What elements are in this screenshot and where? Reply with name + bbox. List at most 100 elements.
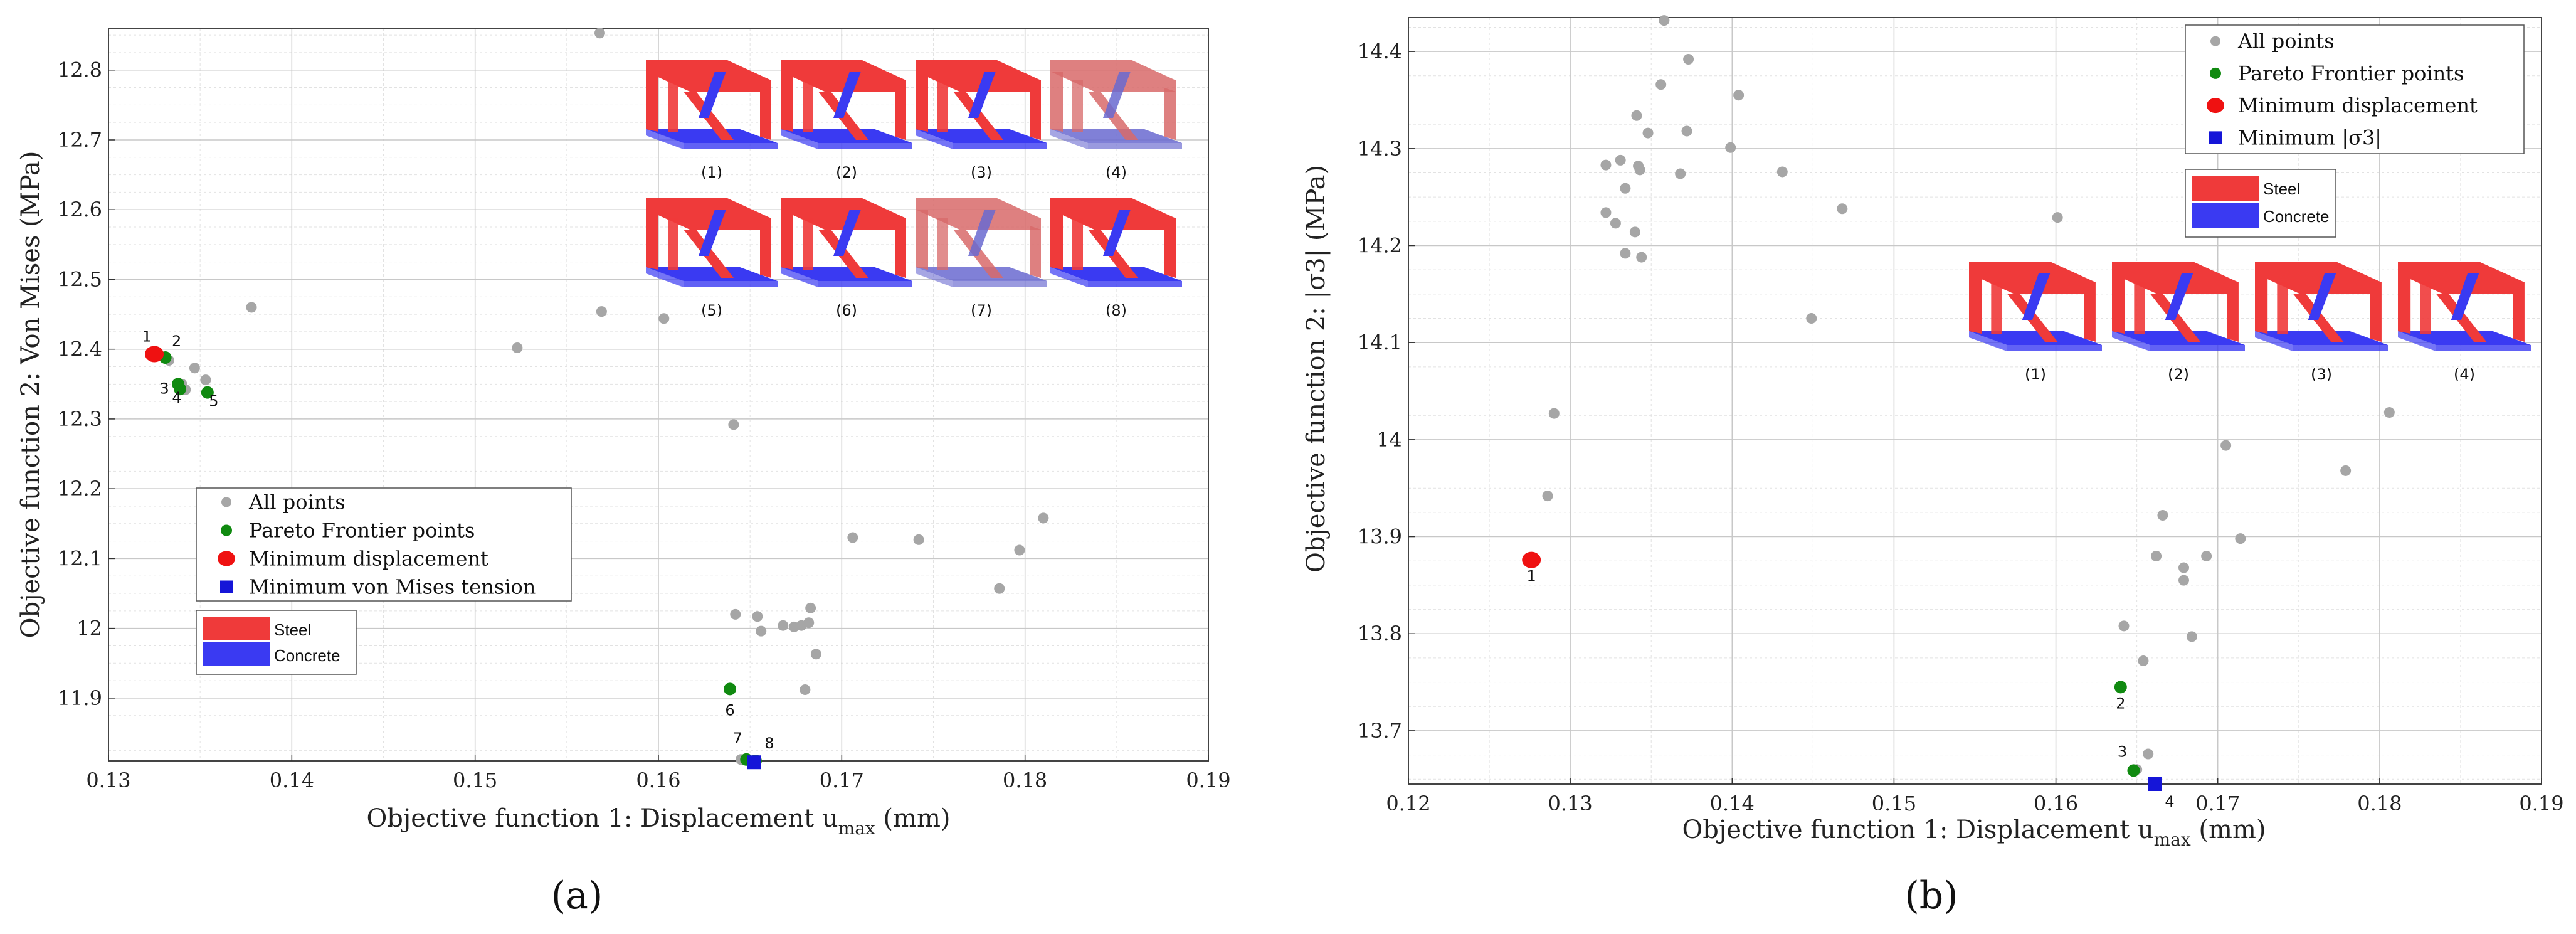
chart-a-all-point: [728, 419, 739, 430]
steel-brace-2: [668, 80, 678, 132]
concrete-base: [781, 129, 912, 143]
chart-b-legend-box: [2185, 24, 2525, 154]
chart-a-y-tick-label: 12: [77, 617, 102, 640]
steel-left-leg: [2255, 273, 2268, 334]
chart-a-all-point: [1038, 512, 1049, 524]
steel-brace-2: [803, 218, 813, 270]
chart-b-material-swatch: [2192, 176, 2259, 201]
chart-a-all-point: [805, 602, 816, 613]
chart-b-plot-frame: [1408, 17, 2542, 785]
steel-left-leg: [1969, 273, 1982, 334]
chart-a-legend-label: Pareto Frontier points: [249, 519, 475, 543]
chart-b-all-point: [1806, 313, 1817, 324]
concrete-base-edge: [953, 281, 1047, 287]
chart-b-x-tick-label: 0.19: [2519, 792, 2563, 815]
steel-brace-2: [937, 80, 948, 132]
chart-b-points: [1542, 15, 2395, 775]
concrete-brace: [699, 210, 726, 256]
chart-a-legend-label: All points: [248, 491, 346, 514]
concrete-base-side: [646, 267, 684, 287]
chart-b-all-point: [2178, 562, 2190, 573]
chart-b-all-point: [2201, 550, 2212, 561]
chart-b-all-point: [2052, 212, 2063, 223]
chart-a-panel-label: (a): [551, 874, 603, 918]
chart-b-all-point: [1725, 142, 1736, 153]
chart-a-inset-label-3: (3): [971, 164, 992, 181]
chart-b-material-swatch: [2192, 203, 2259, 228]
steel-left-leg: [2398, 273, 2411, 334]
concrete-base-edge: [2436, 345, 2531, 351]
chart-a-point-label: 7: [733, 730, 742, 747]
chart-b-y-tick-label: 13.9: [1358, 525, 1402, 549]
chart-a-inset-label-7: (7): [971, 302, 992, 319]
chart-b-legend-label: Minimum displacement: [2238, 93, 2478, 117]
steel-brace-2: [1072, 218, 1083, 270]
chart-b-x-tick-label: 0.17: [2195, 792, 2240, 815]
steel-left-leg: [2112, 273, 2125, 334]
chart-a-pareto-point: [201, 386, 214, 399]
chart-b-point-label: 3: [2118, 743, 2127, 760]
steel-left-leg: [781, 72, 793, 132]
chart-a-x-axis-label-main: Objective function 1: Displacement u: [367, 804, 838, 833]
steel-top: [2398, 262, 2525, 294]
concrete-base-edge: [2293, 345, 2388, 351]
chart-b-point-label: 4: [2165, 793, 2174, 810]
concrete-base-edge: [684, 143, 778, 149]
chart-a-min-stress-point: [747, 755, 761, 770]
concrete-base-edge: [2150, 345, 2245, 351]
chart-a-inset-2: [781, 60, 912, 149]
chart-b-all-point: [2178, 575, 2190, 586]
chart-a-x-tick-label: 0.18: [1003, 768, 1047, 792]
steel-brace-2: [803, 80, 813, 132]
chart-a-material-swatch: [203, 642, 270, 666]
concrete-base-edge: [818, 143, 912, 149]
chart-b-all-point: [1655, 79, 1667, 90]
steel-top: [781, 60, 906, 92]
chart-b-legend-label: Pareto Frontier points: [2238, 61, 2464, 85]
chart-b-all-point: [1642, 127, 1654, 139]
chart-a-legend-marker-all: [221, 497, 231, 507]
steel-brace-2: [937, 218, 948, 270]
chart-b-legend-marker-min-disp: [2207, 98, 2224, 114]
chart-a-x-tick-label: 0.15: [453, 768, 497, 792]
chart-b-y-tick-label: 13.7: [1358, 719, 1402, 743]
chart-a-inset-label-1: (1): [701, 164, 722, 181]
chart-a-x-tick-label: 0.19: [1186, 768, 1230, 792]
concrete-base: [1050, 267, 1182, 281]
steel-top: [781, 198, 906, 230]
steel-brace-2: [668, 218, 678, 270]
concrete-base-side: [1050, 267, 1088, 287]
chart-b-all-point: [1636, 252, 1647, 263]
concrete-base-edge: [2007, 345, 2102, 351]
chart-a-legend-label: Minimum von Mises tension: [249, 575, 536, 599]
chart-b-panel-label: (b): [1904, 874, 1958, 918]
chart-b-all-point: [1629, 226, 1640, 238]
chart-a-legend-label: Minimum displacement: [249, 547, 488, 571]
steel-right-leg: [2227, 290, 2239, 342]
chart-a-all-point: [800, 684, 811, 696]
chart-b-all-point: [2157, 510, 2168, 521]
chart-a-all-point: [756, 625, 767, 637]
chart-b-inset-label-4: (4): [2454, 366, 2475, 383]
concrete-brace: [2308, 273, 2336, 320]
concrete-base: [646, 267, 778, 281]
chart-b-all-point: [1681, 125, 1692, 137]
steel-right-leg: [760, 226, 771, 278]
chart-b-pareto-point: [2127, 764, 2140, 777]
steel-brace-2: [2134, 282, 2145, 334]
steel-right-leg: [1164, 226, 1176, 278]
chart-b-y-tick-label: 14.3: [1358, 137, 1402, 161]
concrete-brace: [968, 72, 996, 118]
chart-a: 0.13 0.14 0.15 0.16 0.17 0.18 0.19 11.91212.11…: [16, 28, 1231, 918]
concrete-brace: [1103, 72, 1131, 118]
steel-left-leg: [646, 72, 658, 132]
steel-right-leg: [760, 88, 771, 140]
steel-left-leg: [1050, 72, 1063, 132]
chart-b-min-displacement-point: [1522, 551, 1541, 568]
chart-a-all-point: [189, 363, 200, 374]
chart-b-inset-label-3: (3): [2311, 366, 2332, 383]
chart-b-y-tick-label: 14.2: [1358, 234, 1402, 258]
chart-b-all-point: [1675, 168, 1686, 179]
steel-right-leg: [1164, 88, 1176, 140]
concrete-base: [2398, 331, 2531, 345]
